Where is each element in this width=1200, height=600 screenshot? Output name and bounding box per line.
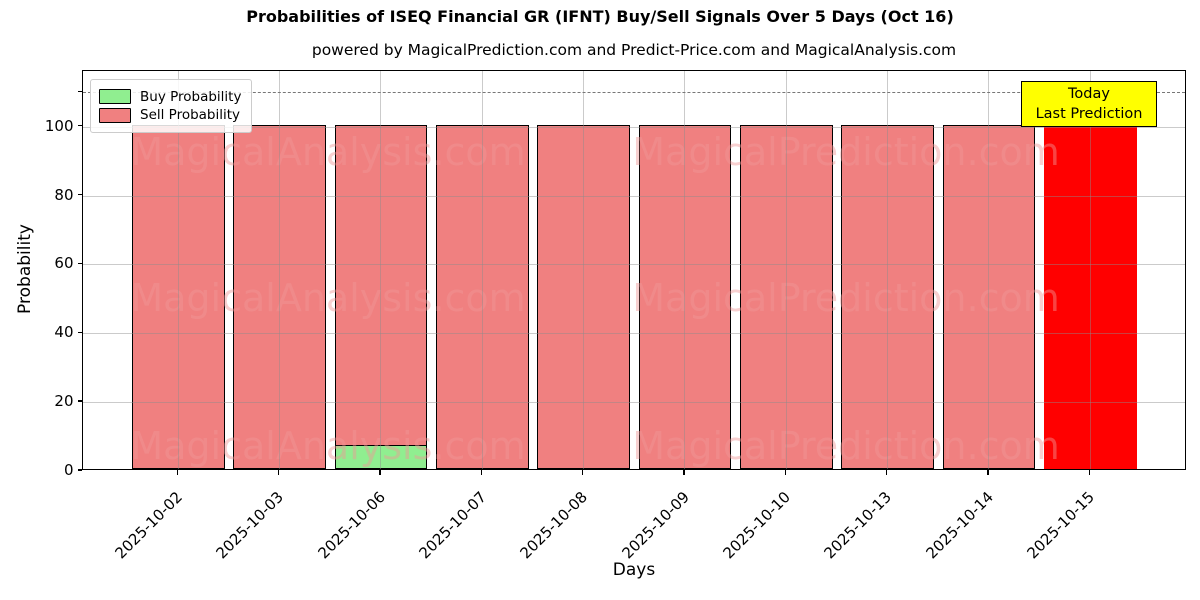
chart-subtitle: powered by MagicalPrediction.com and Pre… [311,41,957,59]
horizontal-gridline [83,402,1185,404]
watermark-text: MagicalAnalysis.com [130,276,526,320]
vertical-gridline [583,71,585,469]
x-tick-label: 2025-10-15 [1023,488,1099,563]
y-tick [77,193,82,196]
vertical-gridline [380,71,382,469]
vertical-gridline [481,71,483,469]
x-tick [886,470,888,475]
x-tick-label: 2025-10-09 [618,488,693,563]
legend-item-sell: Sell Probability [99,107,241,123]
watermark-text: MagicalPrediction.com [632,276,1060,320]
annotation-line2: Last Prediction [1035,106,1143,122]
y-tick-label: 60 [54,254,74,273]
sell-color-swatch [99,107,131,123]
chart-legend: Buy Probability Sell Probability [90,79,253,133]
bar-sell [436,124,529,469]
bar-segment-buy [334,444,428,469]
bar-sell [942,124,1036,469]
legend-item-buy: Buy Probability [99,89,241,105]
horizontal-gridline [83,264,1185,266]
vertical-gridline [684,71,686,469]
x-tick-label: 2025-10-02 [111,488,187,563]
x-axis-label: Days [612,560,656,580]
x-tick [1088,470,1090,475]
bar-sell [334,124,428,469]
y-tick [77,400,82,402]
y-tick-label: 20 [54,392,74,411]
bar-sell [537,124,630,469]
buy-color-swatch [99,89,131,104]
vertical-gridline [785,71,787,469]
y-tick [77,469,82,471]
y-tick-label: 40 [54,323,74,342]
vertical-gridline [177,71,179,469]
vertical-gridline [988,71,990,469]
vertical-gridline [279,71,281,469]
x-tick [480,470,482,475]
today-annotation: Today Last Prediction [1021,81,1157,127]
x-tick [379,470,381,475]
vertical-gridline [1089,71,1091,469]
x-tick-label: 2025-10-10 [719,488,795,563]
y-tick [77,262,82,265]
horizontal-gridline [83,333,1185,335]
x-tick [582,470,584,475]
horizontal-gridline [83,195,1185,197]
chart-title: Probabilities of ISEQ Financial GR (IFNT… [246,7,954,26]
legend-buy-label: Buy Probability [140,88,242,105]
x-tick-label: 2025-10-13 [820,488,896,563]
watermark-text: MagicalAnalysis.com [130,424,526,468]
watermark-text: MagicalAnalysis.com [130,130,526,174]
annotation-line1: Today [1068,86,1110,102]
x-tick-label: 2025-10-14 [922,488,997,563]
vertical-gridline [887,71,889,469]
y-tick-label: 80 [54,185,74,204]
bar-sell [740,124,833,469]
bar-sell [841,124,934,469]
x-tick-label: 2025-10-03 [212,488,288,563]
bar-today-highlight [1044,124,1137,469]
plot-area: MagicalAnalysis.com MagicalPrediction.co… [82,70,1186,470]
y-tick-label: 100 [44,116,74,135]
x-tick-label: 2025-10-08 [516,488,592,563]
x-tick-label: 2025-10-06 [314,488,389,563]
legend-sell-label: Sell Probability [140,107,241,123]
y-tick [77,331,82,333]
bar-sell [638,124,732,469]
x-tick [784,470,786,475]
y-tick [77,90,82,92]
watermark-text: MagicalPrediction.com [632,130,1060,174]
y-tick-label: 0 [63,461,74,479]
bar-sell [233,124,326,469]
x-tick [987,470,989,475]
x-tick [278,470,280,475]
dashed-threshold-line [83,92,1185,94]
horizontal-gridline [83,126,1185,128]
x-tick-label: 2025-10-07 [415,488,491,563]
bar-sell [132,124,225,469]
y-tick [77,125,82,127]
watermark-text: MagicalPrediction.com [632,424,1060,468]
x-tick [683,470,685,475]
x-tick [176,470,178,475]
